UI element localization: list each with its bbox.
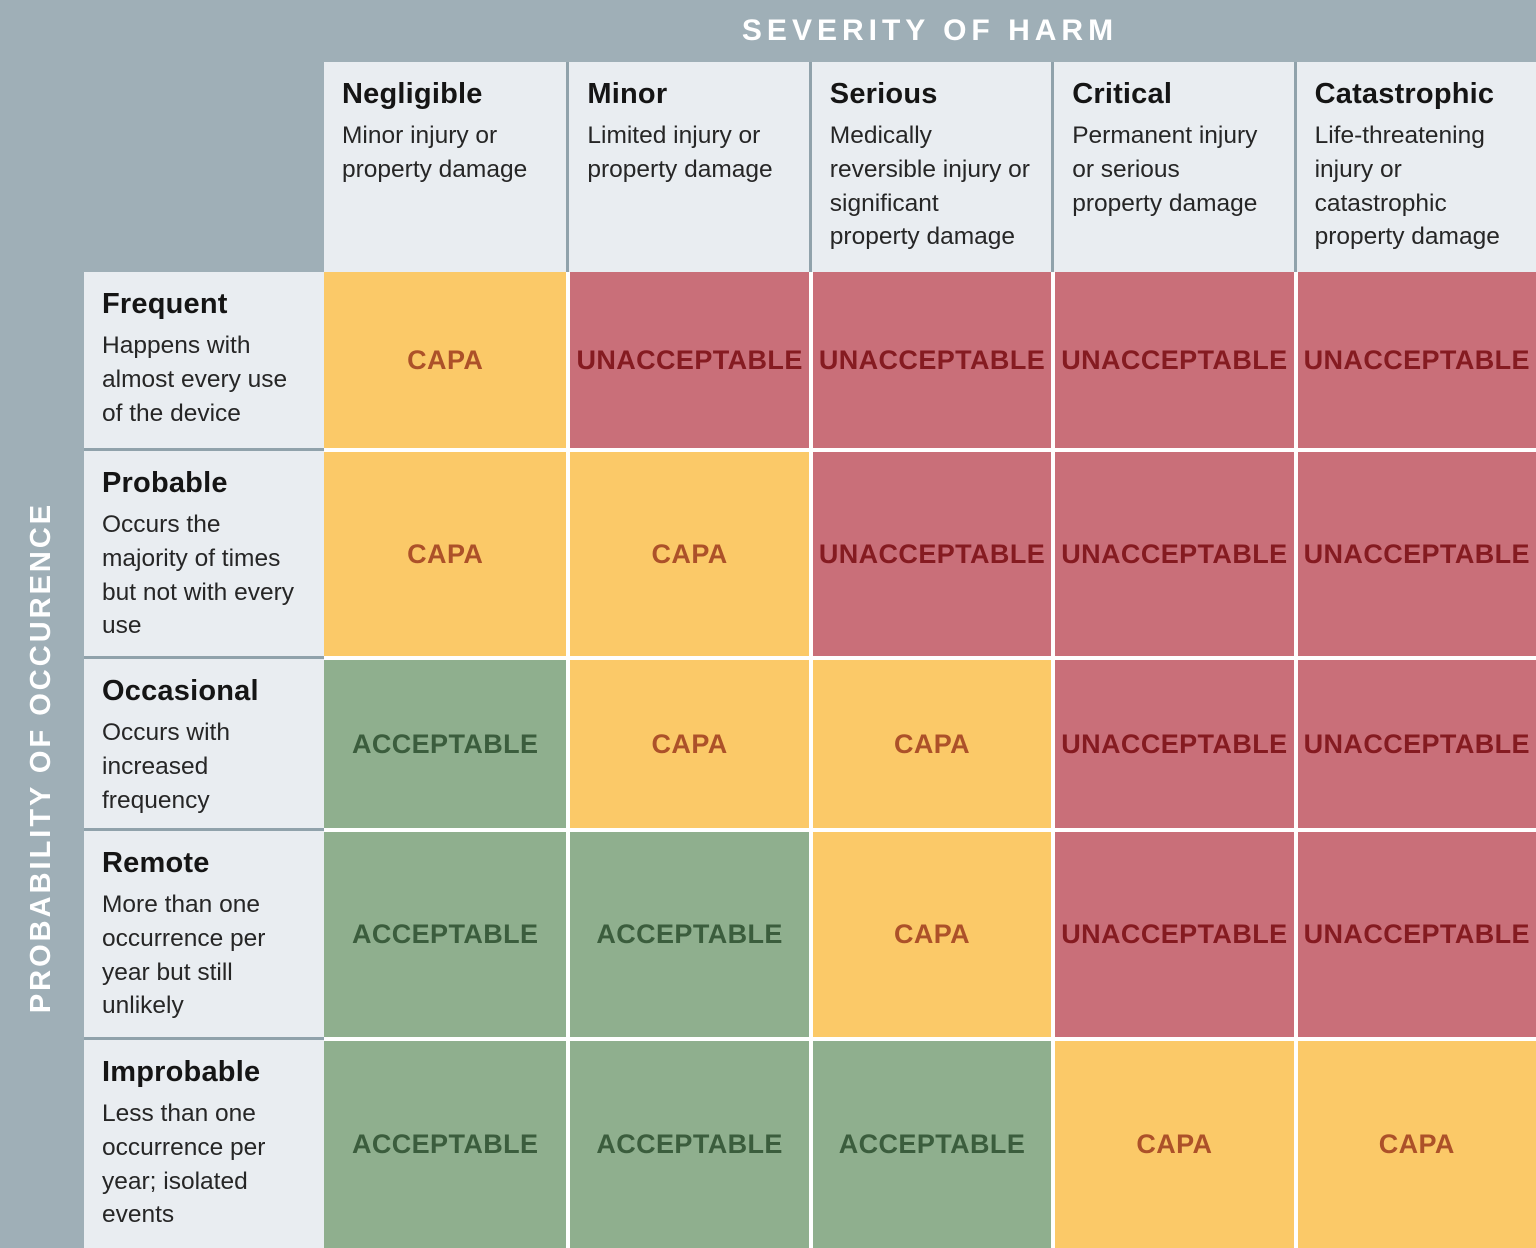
cell-probable-minor: CAPA [566, 448, 809, 656]
row-header-probable: Probable Occurs the majority of times bu… [84, 448, 324, 656]
cell-improbable-minor: ACCEPTABLE [566, 1037, 809, 1248]
cell-frequent-minor: UNACCEPTABLE [566, 272, 809, 448]
column-description: Permanent injury or serious property dam… [1072, 122, 1258, 217]
column-header-catastrophic: Catastrophic Life-threatening injury or … [1293, 62, 1536, 272]
risk-matrix: Negligible Minor injury or property dama… [84, 62, 1536, 1248]
column-title: Critical [1072, 78, 1173, 110]
row-title: Occasional [102, 675, 259, 707]
cell-occasional-minor: CAPA [566, 656, 809, 828]
column-title: Catastrophic [1314, 78, 1495, 110]
row-description: Less than one occurrence per year; isola… [102, 1100, 266, 1229]
cell-probable-serious: UNACCEPTABLE [808, 448, 1052, 656]
row-title: Remote [102, 847, 210, 879]
cell-improbable-critical: CAPA [1051, 1037, 1294, 1248]
cell-improbable-catastrophic: CAPA [1293, 1037, 1536, 1248]
chart-title: SEVERITY OF HARM [324, 0, 1536, 62]
cell-frequent-serious: UNACCEPTABLE [808, 272, 1052, 448]
row-header-occasional: Occasional Occurs with increased frequen… [84, 656, 324, 828]
cell-frequent-catastrophic: UNACCEPTABLE [1293, 272, 1536, 448]
y-axis-label: PROBABILITY OF OCCURENCE [0, 272, 84, 1243]
column-title: Negligible [342, 78, 483, 110]
row-description: Occurs the majority of times but not wit… [102, 511, 295, 640]
column-header-serious: Serious Medically reversible injury or s… [808, 62, 1052, 272]
cell-remote-serious: CAPA [808, 828, 1052, 1037]
y-axis-label-text: PROBABILITY OF OCCURENCE [25, 501, 58, 1014]
cell-probable-negligible: CAPA [324, 448, 567, 656]
row-title: Frequent [102, 288, 228, 320]
cell-occasional-catastrophic: UNACCEPTABLE [1293, 656, 1536, 828]
row-description: Happens with almost every use of the dev… [102, 332, 288, 427]
row-title: Improbable [102, 1056, 261, 1088]
cell-frequent-critical: UNACCEPTABLE [1051, 272, 1294, 448]
cell-occasional-negligible: ACCEPTABLE [324, 656, 567, 828]
column-title: Minor [587, 78, 668, 110]
row-header-frequent: Frequent Happens with almost every use o… [84, 272, 324, 448]
cell-probable-critical: UNACCEPTABLE [1051, 448, 1294, 656]
cell-improbable-serious: ACCEPTABLE [808, 1037, 1052, 1248]
cell-occasional-serious: CAPA [808, 656, 1052, 828]
column-header-minor: Minor Limited injury or property damage [566, 62, 809, 272]
cell-remote-negligible: ACCEPTABLE [324, 828, 567, 1037]
cell-remote-catastrophic: UNACCEPTABLE [1293, 828, 1536, 1037]
row-description: Occurs with increased frequency [102, 719, 230, 814]
column-header-critical: Critical Permanent injury or serious pro… [1051, 62, 1294, 272]
column-description: Life-threatening injury or catastrophic … [1314, 122, 1500, 251]
column-description: Medically reversible injury or significa… [829, 122, 1030, 251]
chart-title-text: SEVERITY OF HARM [741, 14, 1119, 47]
cell-frequent-negligible: CAPA [324, 272, 567, 448]
column-title: Serious [829, 78, 938, 110]
row-header-remote: Remote More than one occurrence per year… [84, 828, 324, 1037]
cell-improbable-negligible: ACCEPTABLE [324, 1037, 567, 1248]
matrix-corner [84, 62, 324, 272]
column-description: Minor injury or property damage [342, 122, 528, 183]
cell-probable-catastrophic: UNACCEPTABLE [1293, 448, 1536, 656]
row-header-improbable: Improbable Less than one occurrence per … [84, 1037, 324, 1248]
cell-occasional-critical: UNACCEPTABLE [1051, 656, 1294, 828]
row-title: Probable [102, 467, 228, 499]
column-description: Limited injury or property damage [587, 122, 773, 183]
cell-remote-minor: ACCEPTABLE [566, 828, 809, 1037]
column-header-negligible: Negligible Minor injury or property dama… [324, 62, 567, 272]
row-description: More than one occurrence per year but st… [102, 891, 266, 1020]
cell-remote-critical: UNACCEPTABLE [1051, 828, 1294, 1037]
